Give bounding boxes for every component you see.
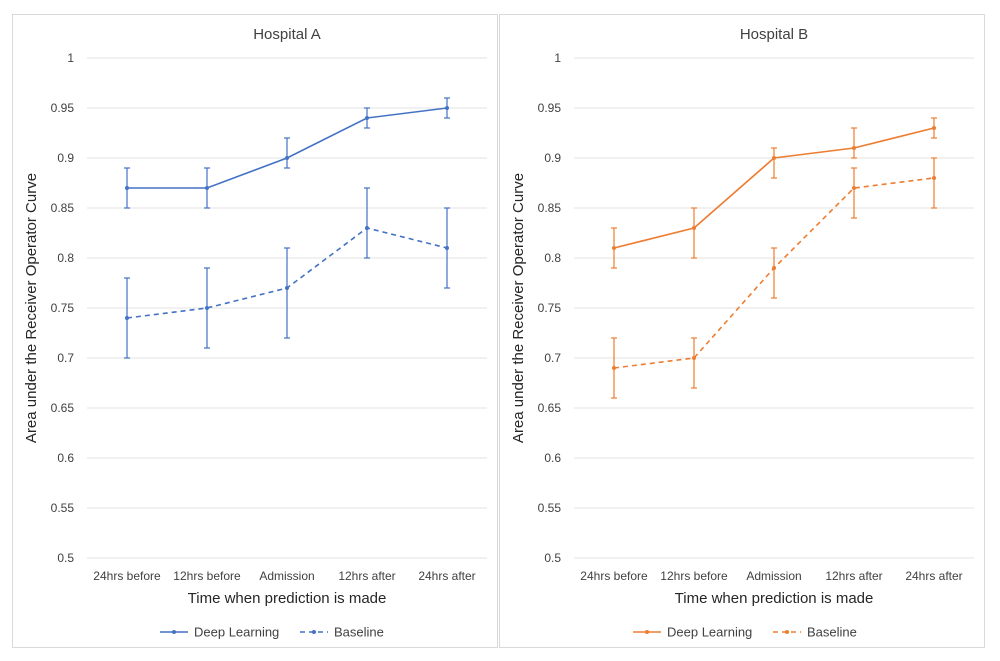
y-tick-label: 1 xyxy=(554,51,561,65)
y-tick-label: 0.6 xyxy=(57,451,74,465)
series-line xyxy=(613,127,935,249)
y-tick-label: 1 xyxy=(67,51,74,65)
data-point xyxy=(852,146,856,150)
error-bar xyxy=(284,137,290,169)
y-tick-label: 0.65 xyxy=(538,401,562,415)
error-bar xyxy=(931,157,937,209)
y-tick-label: 0.65 xyxy=(51,401,75,415)
y-axis-title: Area under the Receiver Operator Curve xyxy=(510,173,527,443)
chart-svg: Hospital B 0.5 0.55 0.6 0.65 0.7 0.75 0.8 0.85 0.… xyxy=(510,26,974,640)
x-tick-label: 24hrs before xyxy=(93,569,161,583)
legend-label: Baseline xyxy=(334,625,384,640)
x-tick-label: 24hrs after xyxy=(418,569,475,583)
error-bar xyxy=(771,247,777,299)
y-tick-label: 0.85 xyxy=(538,201,562,215)
x-tick-label: 12hrs before xyxy=(173,569,241,583)
y-tick-label: 0.9 xyxy=(544,151,561,165)
chart-title: Hospital A xyxy=(253,26,321,43)
data-point xyxy=(932,176,936,180)
data-point xyxy=(772,156,776,160)
y-axis-title: Area under the Receiver Operator Curve xyxy=(23,173,40,443)
x-tick-label: 24hrs before xyxy=(580,569,648,583)
y-tick-label: 0.95 xyxy=(538,101,562,115)
chart-title: Hospital B xyxy=(740,26,808,43)
error-bar xyxy=(771,147,777,179)
y-tick-label: 0.6 xyxy=(544,451,561,465)
chart-svg: Hospital A 0.5 0.55 0.6 0.65 0.7 0.75 0.8 0.85 0.… xyxy=(23,26,487,640)
y-tick-label: 0.55 xyxy=(51,501,75,515)
y-tick-label: 0.8 xyxy=(57,251,74,265)
y-tick-label: 0.9 xyxy=(57,151,74,165)
legend-item: Deep Learning xyxy=(160,625,279,640)
x-tick-label: 12hrs after xyxy=(338,569,395,583)
chart-panel-hospital-b: Hospital B 0.5 0.55 0.6 0.65 0.7 0.75 0.8 0.85 0.… xyxy=(499,14,985,648)
data-point xyxy=(852,186,856,190)
data-point xyxy=(932,126,936,130)
data-point xyxy=(692,356,696,360)
y-tick-label: 0.7 xyxy=(57,351,74,365)
data-point xyxy=(365,226,369,230)
y-tick-label: 0.5 xyxy=(57,551,74,565)
x-tick-label: Admission xyxy=(259,569,314,583)
error-bar xyxy=(851,127,857,159)
legend-item: Deep Learning xyxy=(633,625,752,640)
x-tick-label: 12hrs after xyxy=(825,569,882,583)
y-tick-label: 0.75 xyxy=(51,301,75,315)
y-tick-label: 0.75 xyxy=(538,301,562,315)
chart-panel-hospital-a: Hospital A 0.5 0.55 0.6 0.65 0.7 0.75 0.8 0.85 0.… xyxy=(12,14,498,648)
error-bar xyxy=(851,167,857,219)
legend-label: Baseline xyxy=(807,625,857,640)
legend-label: Deep Learning xyxy=(667,625,752,640)
data-point xyxy=(612,366,616,370)
legend-label: Deep Learning xyxy=(194,625,279,640)
y-tick-label: 0.95 xyxy=(51,101,75,115)
data-point xyxy=(125,186,129,190)
data-point xyxy=(692,226,696,230)
data-point xyxy=(365,116,369,120)
x-tick-label: 24hrs after xyxy=(905,569,962,583)
data-point xyxy=(205,306,209,310)
y-tick-label: 0.55 xyxy=(538,501,562,515)
legend-item: Baseline xyxy=(773,625,857,640)
data-point xyxy=(772,266,776,270)
y-tick-label: 0.5 xyxy=(544,551,561,565)
data-point xyxy=(125,316,129,320)
error-bar xyxy=(284,247,290,339)
legend-item: Baseline xyxy=(300,625,384,640)
data-point xyxy=(285,286,289,290)
data-point xyxy=(445,106,449,110)
error-bar xyxy=(691,337,697,389)
data-point xyxy=(612,246,616,250)
error-bar xyxy=(364,187,370,259)
y-tick-label: 0.85 xyxy=(51,201,75,215)
x-tick-label: Admission xyxy=(746,569,801,583)
data-point xyxy=(285,156,289,160)
x-axis-title: Time when prediction is made xyxy=(675,590,874,607)
x-tick-label: 12hrs before xyxy=(660,569,728,583)
x-axis-title: Time when prediction is made xyxy=(188,590,387,607)
data-point xyxy=(205,186,209,190)
error-bar xyxy=(691,207,697,259)
y-tick-label: 0.7 xyxy=(544,351,561,365)
y-tick-label: 0.8 xyxy=(544,251,561,265)
data-point xyxy=(445,246,449,250)
